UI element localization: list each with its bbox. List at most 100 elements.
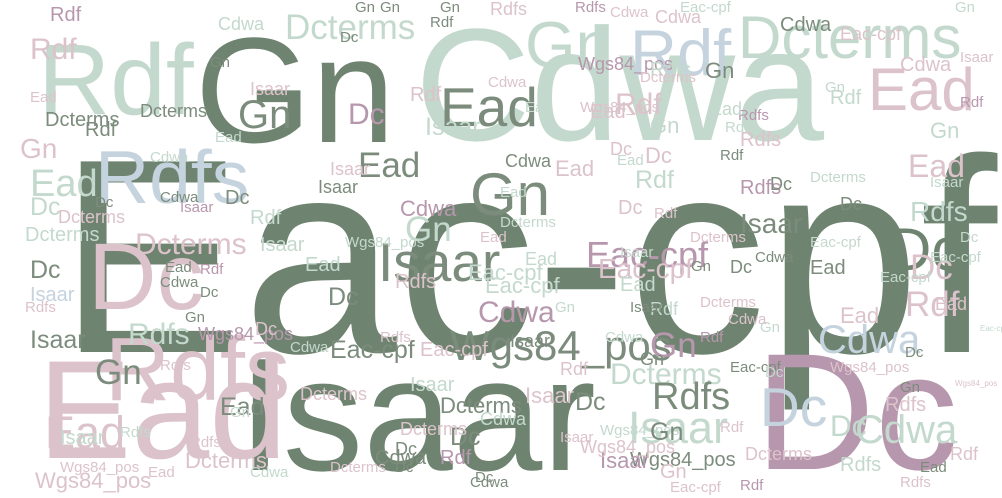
word-cloud-word: Dc bbox=[760, 376, 828, 438]
word-cloud-word: Rdf bbox=[440, 447, 472, 469]
word-cloud-word: Rdfs bbox=[105, 320, 291, 420]
word-cloud-word: Dc bbox=[348, 98, 385, 131]
word-cloud-word: Dc bbox=[830, 410, 867, 443]
word-cloud-word: Dcterms bbox=[500, 214, 556, 231]
word-cloud-word: Dcterms bbox=[745, 444, 812, 464]
word-cloud-word: Dc bbox=[200, 284, 219, 301]
word-cloud-word: Eac-cpf bbox=[598, 253, 693, 284]
word-cloud-word: Dc bbox=[328, 283, 359, 311]
word-cloud-word: Dcterms bbox=[140, 101, 207, 121]
word-cloud-word: Rdfs bbox=[740, 129, 782, 151]
word-cloud-word: Eac-cpf bbox=[468, 260, 543, 285]
word-cloud-word: Dcterms bbox=[285, 8, 416, 47]
word-cloud-word: Isaar bbox=[60, 427, 105, 449]
word-cloud-word: Cdwa bbox=[780, 14, 832, 36]
word-cloud-word: Gn bbox=[930, 118, 960, 143]
word-cloud-word: Rdf bbox=[740, 477, 764, 494]
word-cloud-word: Rdf bbox=[650, 299, 679, 319]
word-cloud-word: Gn bbox=[825, 79, 846, 96]
word-cloud-word: Dcterms bbox=[700, 294, 756, 311]
word-cloud-word: Dcterms bbox=[440, 393, 522, 418]
word-cloud-word: Rdf bbox=[630, 16, 732, 89]
word-cloud-word: Rdfs bbox=[120, 424, 151, 441]
word-cloud-word: Ead bbox=[555, 156, 595, 181]
word-cloud-word: Eac-cpf bbox=[485, 273, 560, 298]
word-cloud-word: Dc bbox=[888, 216, 962, 283]
word-cloud-word: Cdwa bbox=[505, 151, 552, 171]
word-cloud-word: Cdwa bbox=[400, 196, 457, 221]
word-cloud-word: Eac-cpf bbox=[680, 0, 731, 16]
word-cloud-word: Isaar bbox=[378, 231, 501, 293]
word-cloud-word: Rdfs bbox=[885, 394, 927, 416]
word-cloud-word: Gn bbox=[691, 258, 712, 275]
word-cloud-word: Ead bbox=[868, 56, 975, 123]
word-cloud-word: Dc bbox=[910, 248, 953, 287]
word-cloud-word: Gn bbox=[20, 133, 58, 164]
word-cloud-word: Cdwa bbox=[160, 189, 199, 206]
word-cloud-word: Ead bbox=[215, 129, 242, 146]
word-cloud-word: Rdf bbox=[905, 285, 960, 324]
word-cloud-word: Cdwa bbox=[478, 296, 555, 329]
word-cloud-word: Gn bbox=[705, 58, 735, 83]
word-cloud-word: Gn bbox=[380, 0, 401, 16]
word-cloud-word: Dc bbox=[475, 469, 494, 486]
word-cloud-word: Isaar bbox=[180, 199, 214, 216]
word-cloud-word: Wgs84_pos bbox=[830, 359, 910, 376]
word-cloud-word: Cdwa bbox=[470, 474, 509, 491]
word-cloud-word: Dc bbox=[340, 29, 359, 46]
word-cloud-word: Eac-cpf bbox=[730, 359, 781, 376]
word-cloud-word: Ead bbox=[148, 464, 175, 481]
word-cloud-word: Dc bbox=[88, 224, 205, 330]
word-cloud-word: Rdf bbox=[50, 4, 82, 26]
word-cloud-word: Gn bbox=[230, 404, 251, 421]
word-cloud-word: Isaar bbox=[600, 448, 649, 473]
word-cloud-word: Ead bbox=[30, 89, 57, 106]
word-cloud-word: Ead bbox=[590, 101, 626, 123]
word-cloud-word: Dc bbox=[730, 257, 752, 277]
word-cloud-word: Rdf bbox=[720, 147, 744, 164]
word-cloud-word: Isaar bbox=[30, 284, 75, 306]
word-cloud-word: Ead bbox=[500, 184, 527, 201]
word-cloud-word: Eac-cpf bbox=[880, 269, 931, 286]
word-cloud-word: Dcterms bbox=[640, 69, 696, 86]
word-cloud-word: Gn bbox=[650, 113, 680, 138]
word-cloud-word: Isaar bbox=[425, 113, 481, 141]
word-cloud-word: Isaar bbox=[560, 429, 594, 446]
word-cloud-word: Cdwa bbox=[655, 7, 702, 27]
word-cloud-word: Wgs84_pos bbox=[578, 54, 674, 74]
word-cloud-word: Cdwa bbox=[755, 249, 794, 266]
word-cloud-word: Dcterms bbox=[738, 4, 962, 71]
word-cloud-word: Dcterms bbox=[690, 229, 746, 246]
word-cloud-word: Isaar bbox=[525, 383, 574, 408]
word-cloud-word: Dcterms bbox=[810, 169, 866, 186]
word-cloud-word: Isaar bbox=[960, 49, 994, 66]
word-cloud-word: Cdwa bbox=[375, 447, 427, 469]
word-cloud-word: Isaar bbox=[630, 299, 664, 316]
word-cloud-word: Gn bbox=[195, 6, 396, 174]
word-cloud-word: Cdwa bbox=[150, 149, 189, 166]
word-cloud-word: Rdfs bbox=[740, 177, 782, 199]
word-cloud-word: Rdfs bbox=[652, 376, 731, 418]
word-cloud-word: Dc bbox=[610, 139, 632, 159]
word-cloud-word: Cdwa bbox=[290, 339, 329, 356]
word-cloud-word: Isaar bbox=[740, 208, 803, 239]
word-cloud-word: Gn bbox=[470, 161, 551, 228]
word-cloud-word: Rdfs bbox=[395, 271, 437, 293]
word-cloud-word: Gn bbox=[440, 0, 461, 16]
word-cloud-word: Cdwa bbox=[855, 408, 958, 452]
word-cloud-word: Dcterms bbox=[330, 459, 386, 476]
word-cloud-word: Dc bbox=[95, 194, 114, 211]
word-cloud-word: Eac-cpf bbox=[840, 24, 902, 44]
word-cloud-word: Isaar bbox=[318, 177, 359, 197]
word-cloud-word: Dc bbox=[840, 194, 862, 214]
word-cloud-word: Ead bbox=[525, 99, 552, 116]
word-cloud-word: Rdfs bbox=[128, 318, 190, 351]
word-cloud-word: Rdf bbox=[615, 88, 662, 121]
word-cloud-word: Rdfs bbox=[190, 434, 221, 451]
word-cloud-word: Gn bbox=[760, 319, 781, 336]
word-cloud-word: Gn bbox=[238, 93, 292, 137]
word-cloud-word: Dc bbox=[255, 319, 277, 339]
word-cloud-word: Rdfs bbox=[650, 59, 692, 81]
word-cloud-word: Gn bbox=[405, 210, 452, 249]
